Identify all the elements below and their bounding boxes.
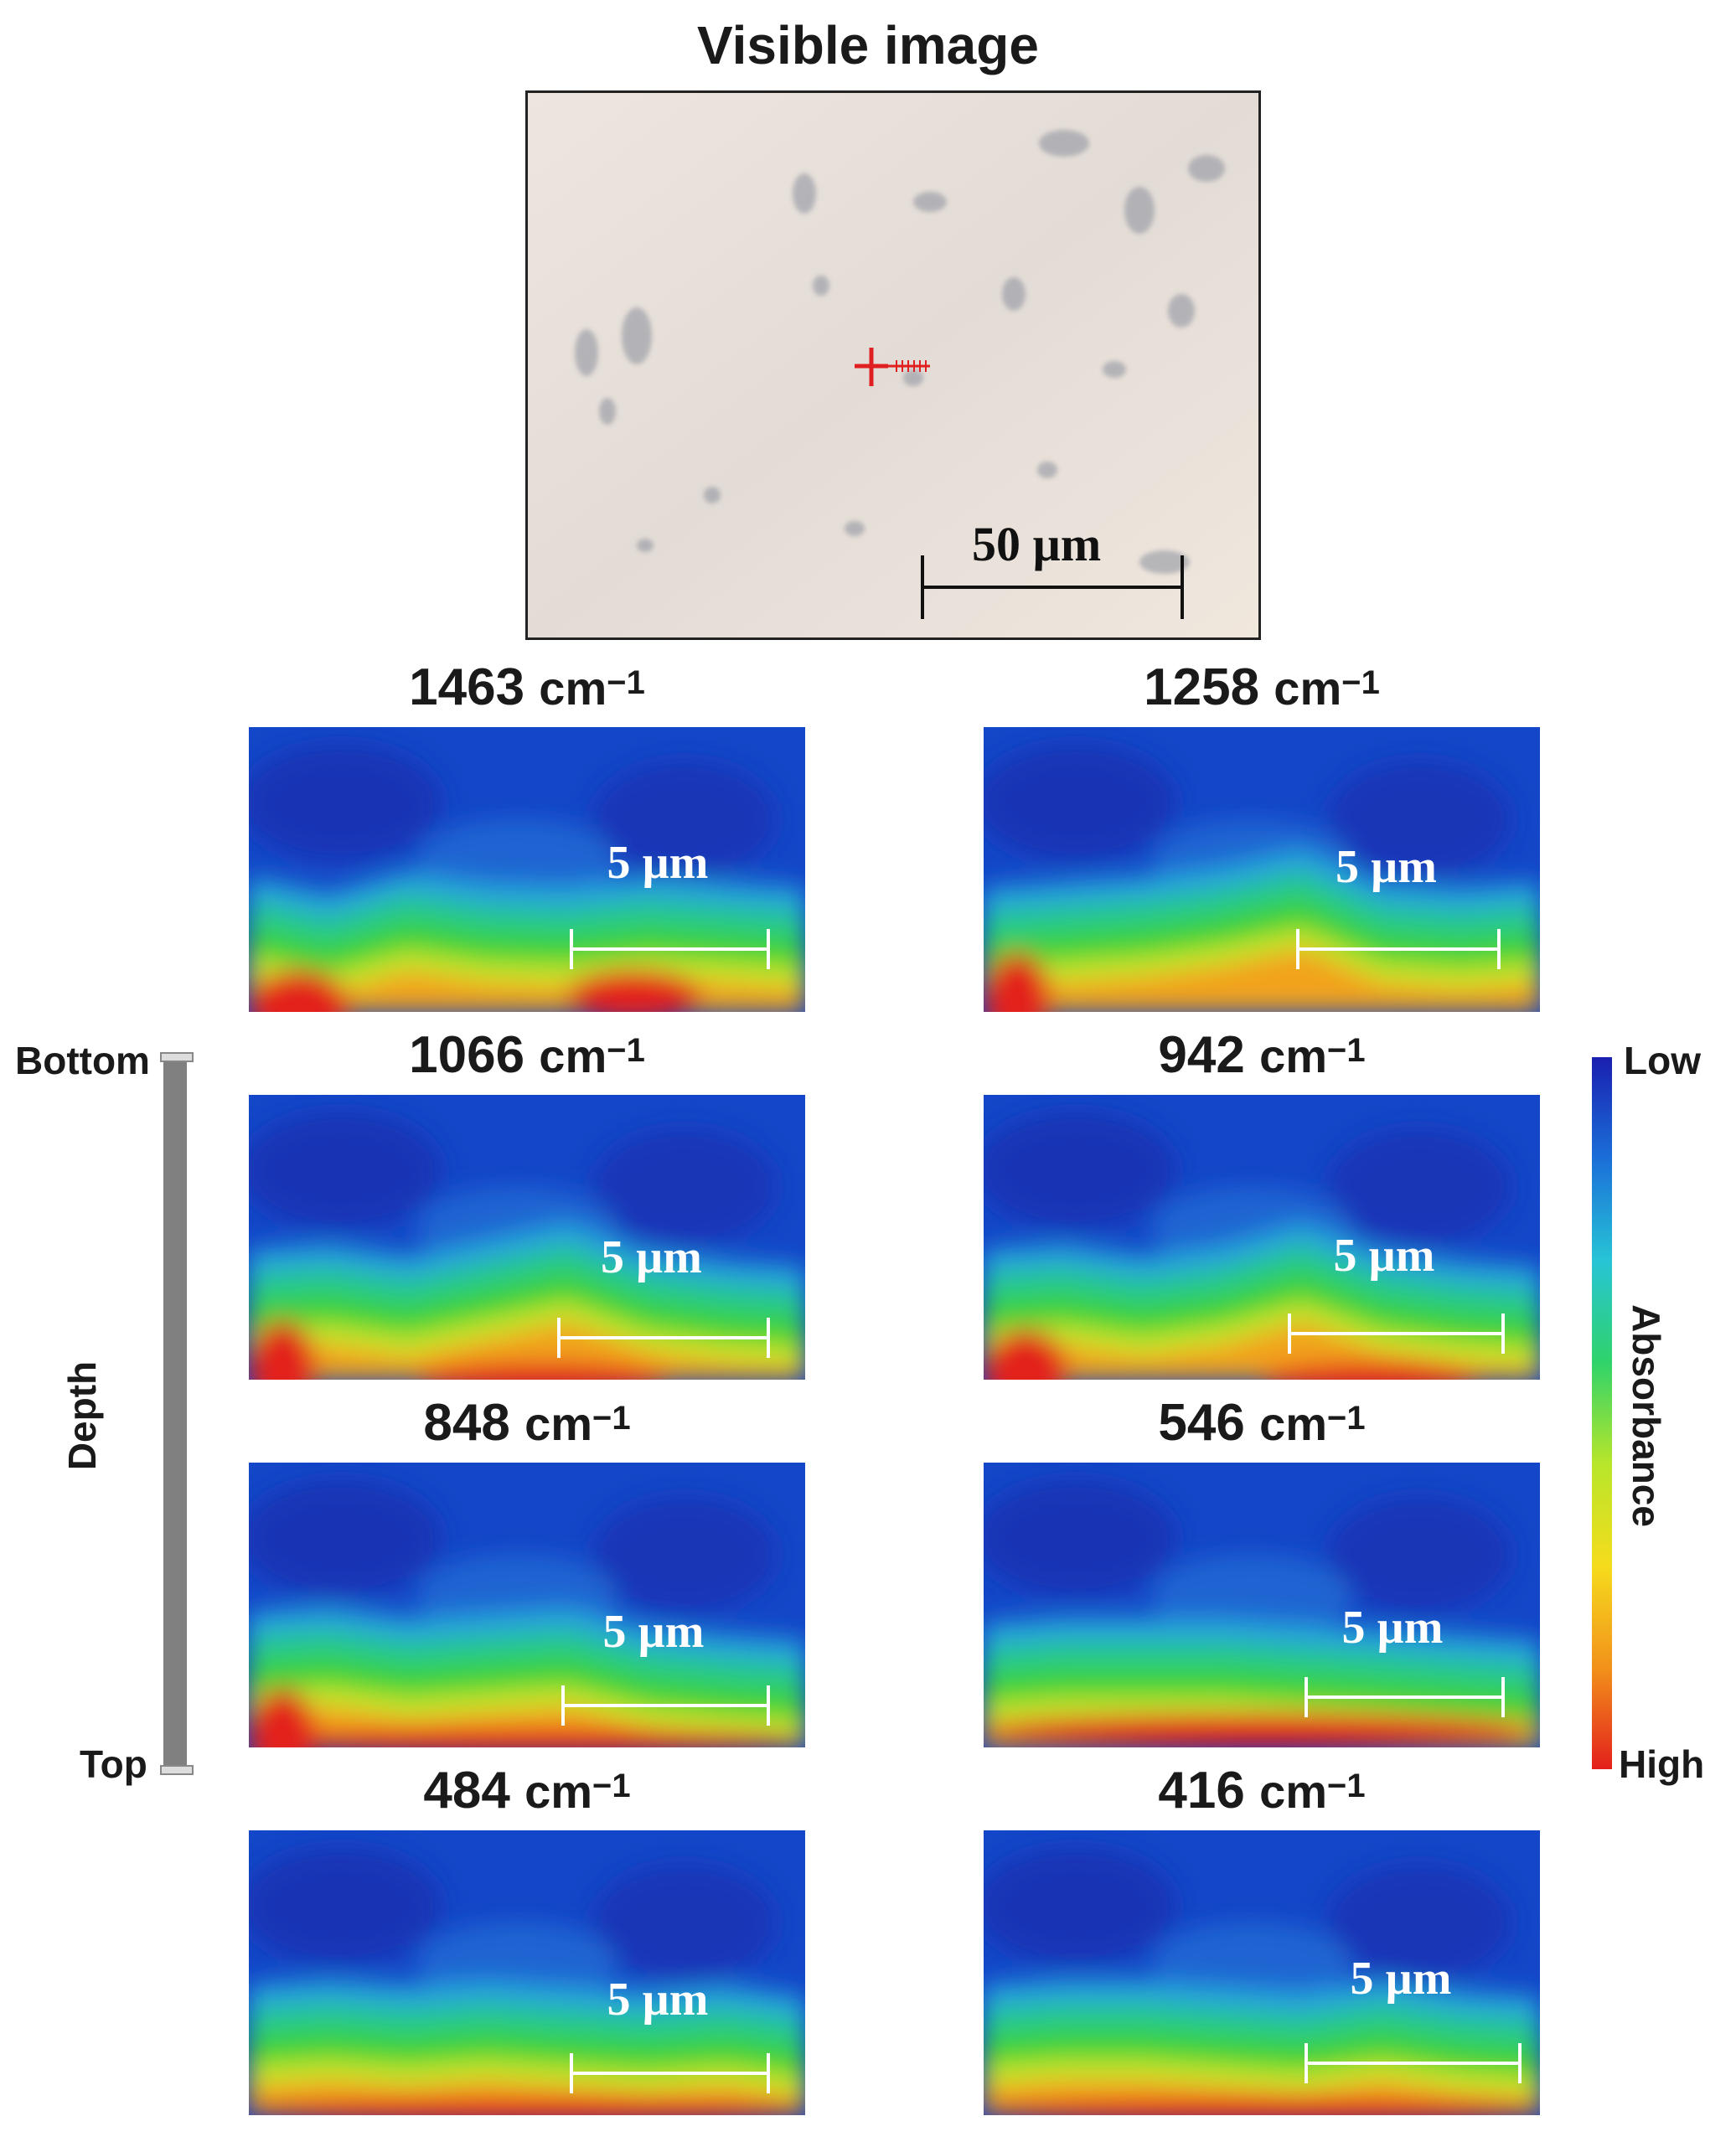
absorbance-map: 5 µm — [984, 1463, 1540, 1747]
scale-bar-label: 5 µm — [1336, 841, 1437, 893]
scale-bar-label: 5 µm — [602, 1606, 705, 1658]
scale-bar-label: 5 µm — [1341, 1602, 1444, 1654]
wavenumber-value: 484 — [423, 1762, 525, 1819]
wavenumber-unit: cm — [539, 1030, 607, 1082]
wavenumber-exponent: −1 — [1327, 1768, 1366, 1804]
wavenumber-value: 1066 — [409, 1026, 540, 1084]
panel-title: 484 cm−1 — [249, 1762, 805, 1821]
wavenumber-unit: cm — [1259, 1030, 1327, 1082]
wavenumber-unit: cm — [524, 1765, 592, 1818]
wavenumber-exponent: −1 — [1327, 1032, 1366, 1069]
panel-title: 848 cm−1 — [249, 1394, 805, 1453]
colorbar-high-label: High — [1619, 1742, 1705, 1786]
absorbance-map: 5 µm — [249, 1463, 805, 1747]
wavenumber-value: 546 — [1158, 1394, 1260, 1452]
absorbance-map: 5 µm — [984, 1830, 1540, 2115]
wavenumber-value: 1463 — [409, 658, 540, 716]
depth-label: Depth — [60, 1360, 104, 1471]
wavenumber-exponent: −1 — [592, 1400, 631, 1437]
panel-title: 942 cm−1 — [984, 1026, 1540, 1086]
depth-bar — [163, 1057, 187, 1769]
colorbar-label: Absorbance — [1625, 1304, 1668, 1527]
absorbance-map: 5 µm — [249, 1095, 805, 1380]
depth-bar-bottom-cap — [160, 1765, 194, 1775]
visible-scale-label: 50 µm — [972, 517, 1102, 571]
wavenumber-exponent: −1 — [1327, 1400, 1366, 1437]
colorbar-low-label: Low — [1624, 1039, 1701, 1082]
absorbance-map: 5 µm — [984, 1095, 1540, 1380]
scale-bar-label: 5 µm — [601, 1231, 702, 1283]
absorbance-map: 5 µm — [249, 727, 805, 1012]
visible-image: 50 µm — [525, 90, 1261, 640]
scale-bar-label: 5 µm — [1333, 1230, 1435, 1282]
wavenumber-unit: cm — [1259, 1397, 1327, 1450]
microscope-photo — [528, 93, 1258, 637]
scale-bar-label: 5 µm — [607, 1974, 709, 2026]
absorbance-map: 5 µm — [249, 1830, 805, 2115]
wavenumber-exponent: −1 — [592, 1768, 631, 1804]
wavenumber-unit: cm — [1259, 1765, 1327, 1818]
figure-title: Visible image — [697, 15, 1039, 75]
absorbance-map: 5 µm — [984, 727, 1540, 1012]
wavenumber-value: 848 — [423, 1394, 525, 1452]
panel-title: 546 cm−1 — [984, 1394, 1540, 1453]
depth-bar-top-cap — [160, 1052, 194, 1062]
wavenumber-value: 942 — [1158, 1026, 1260, 1084]
wavenumber-unit: cm — [1274, 662, 1342, 715]
wavenumber-exponent: −1 — [607, 1032, 645, 1069]
depth-axis — [160, 1052, 194, 1775]
panel-title: 416 cm−1 — [984, 1762, 1540, 1821]
wavenumber-value: 416 — [1158, 1762, 1260, 1819]
scale-bar-label: 5 µm — [1350, 1953, 1452, 2005]
panel-title: 1463 cm−1 — [249, 658, 805, 718]
wavenumber-exponent: −1 — [1341, 664, 1380, 701]
wavenumber-value: 1258 — [1144, 658, 1274, 716]
wavenumber-unit: cm — [524, 1397, 592, 1450]
depth-top-label: Top — [80, 1742, 147, 1786]
wavenumber-unit: cm — [539, 662, 607, 715]
absorbance-colorbar — [1592, 1057, 1612, 1769]
panel-title: 1258 cm−1 — [984, 658, 1540, 718]
wavenumber-exponent: −1 — [607, 664, 645, 701]
panel-title: 1066 cm−1 — [249, 1026, 805, 1086]
depth-bottom-label: Bottom — [15, 1039, 150, 1082]
scale-bar-label: 5 µm — [607, 837, 709, 889]
visible-scale-bar — [921, 555, 1184, 619]
